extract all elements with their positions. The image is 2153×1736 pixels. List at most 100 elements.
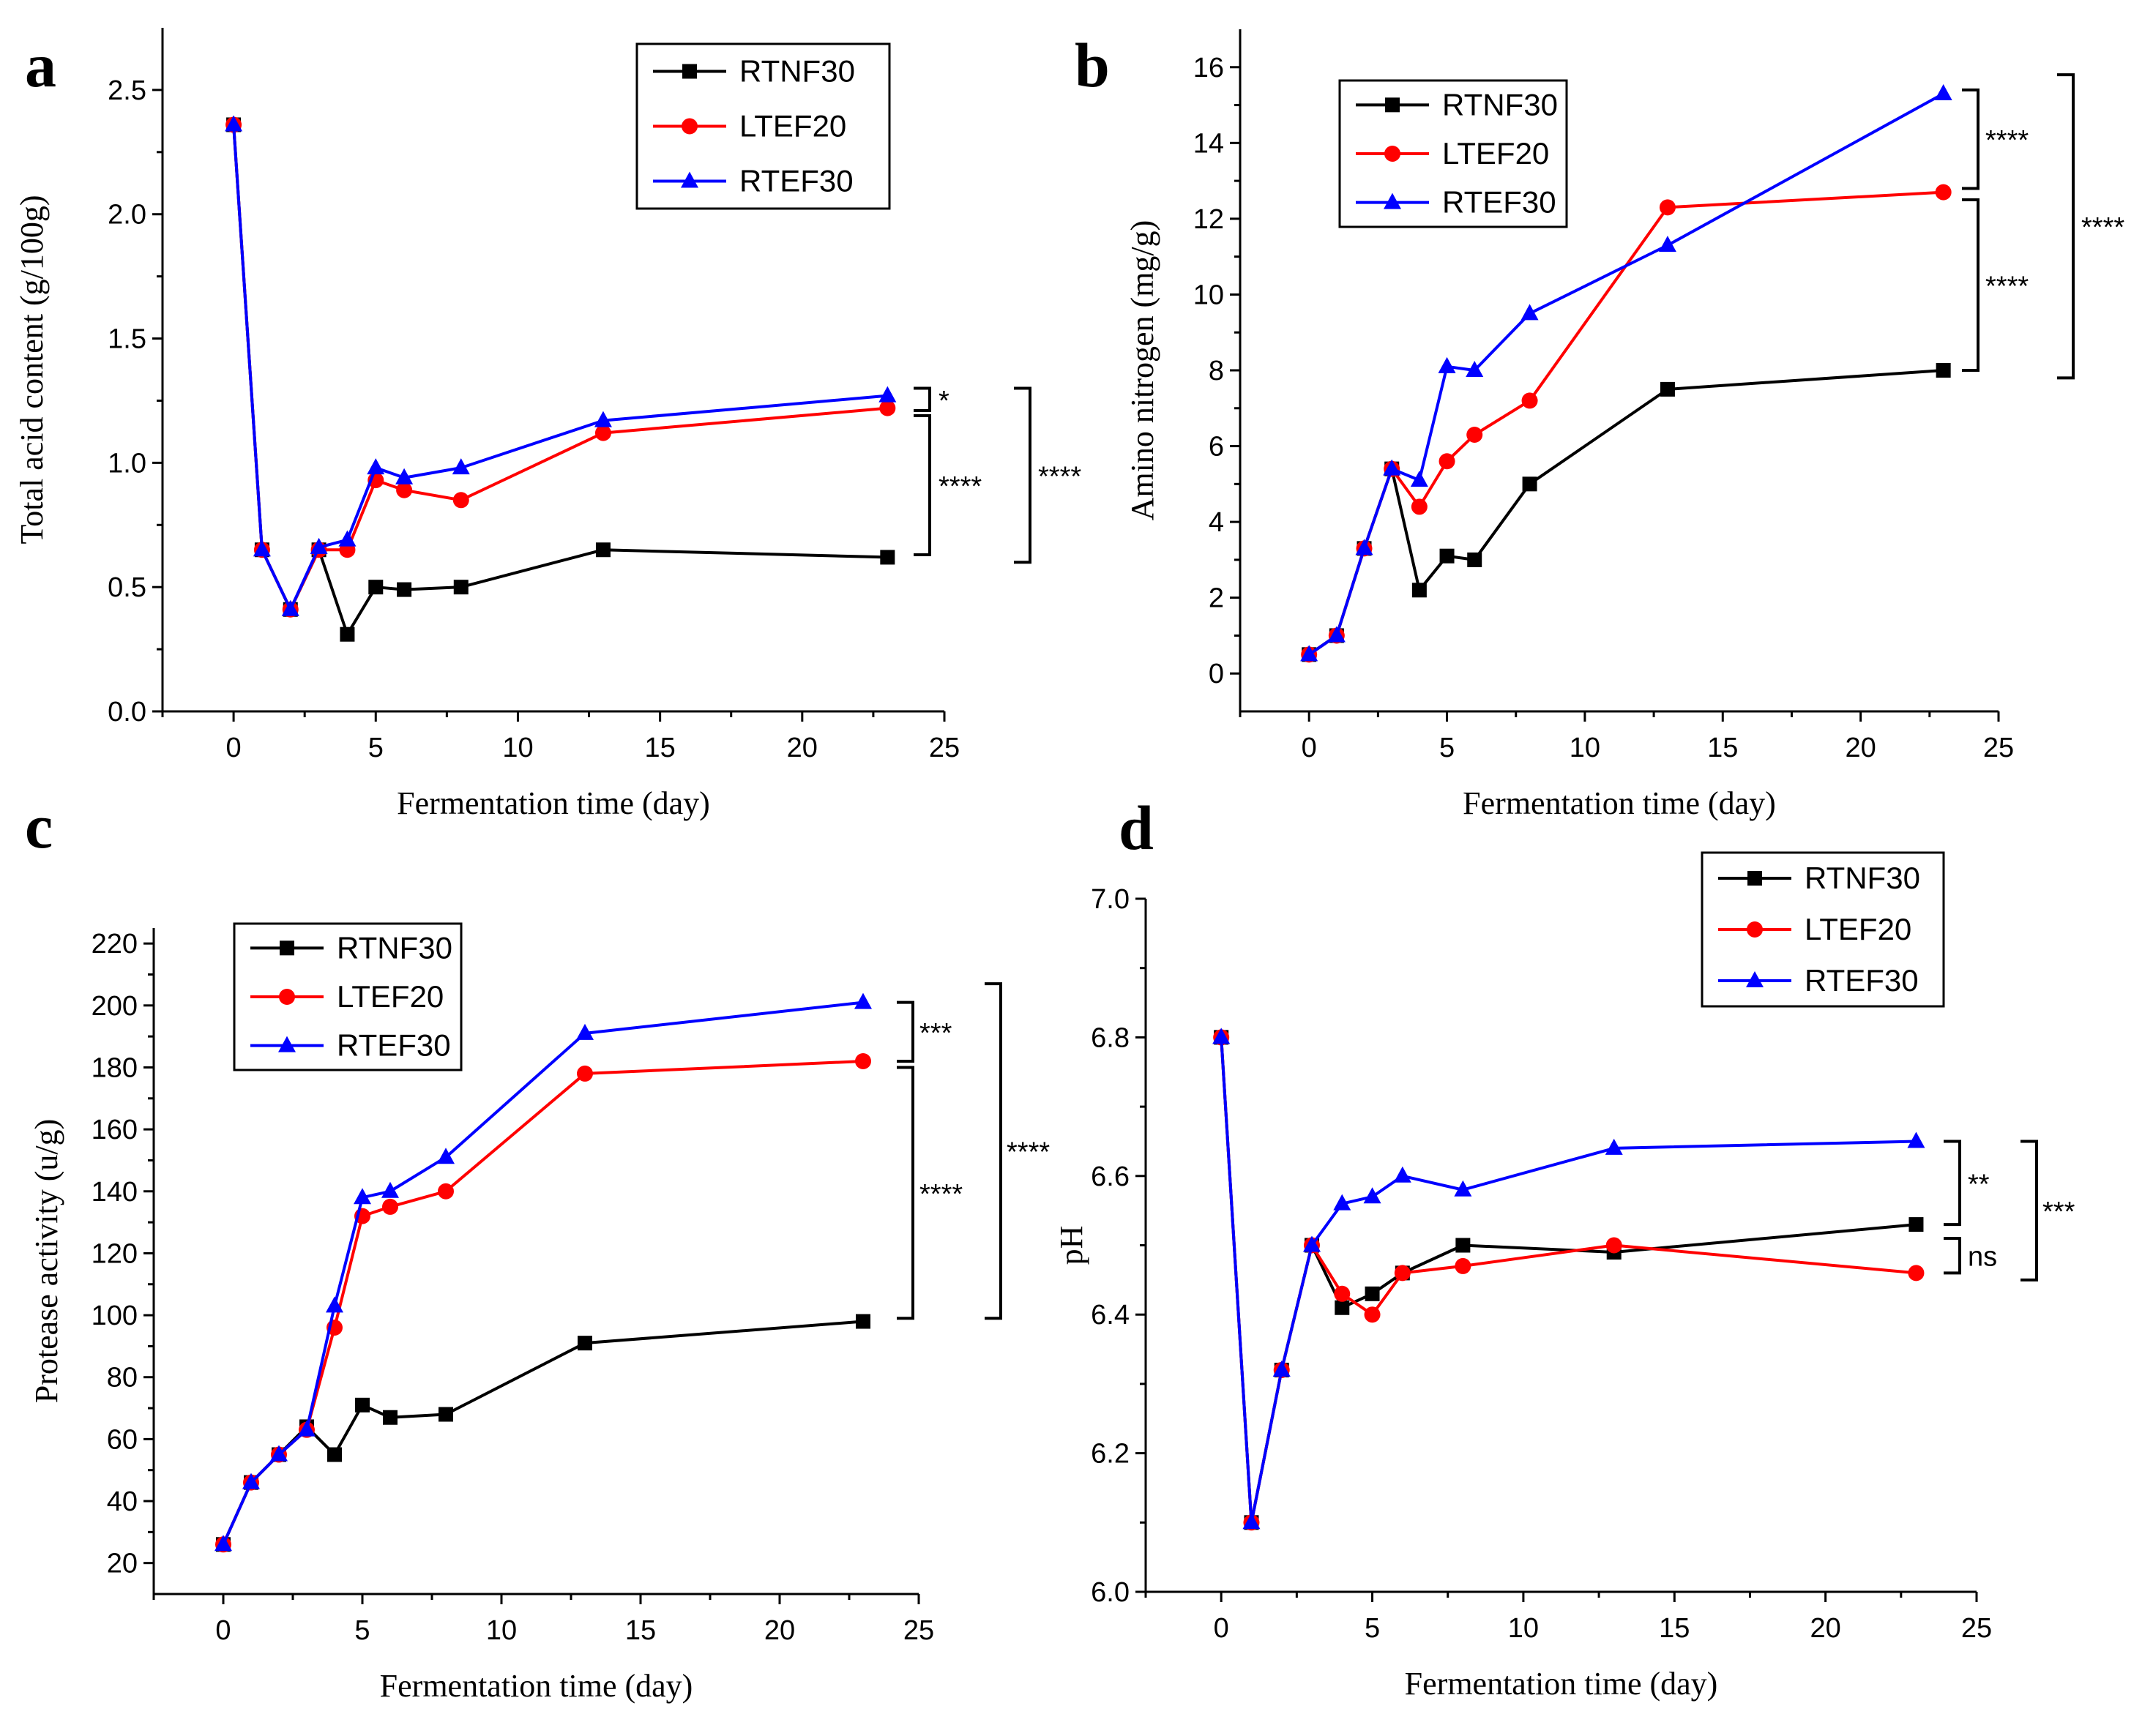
series-line — [1220, 1037, 1917, 1524]
data-point — [355, 1397, 370, 1413]
data-point — [310, 537, 328, 554]
y-tick-label: 100 — [92, 1301, 138, 1331]
data-point — [1411, 583, 1427, 598]
y-tick-label: 6.4 — [1091, 1300, 1130, 1331]
significance-label: **** — [939, 471, 982, 502]
significance-bracket: **** — [985, 982, 1050, 1320]
data-point — [1935, 184, 1952, 201]
data-point — [594, 411, 612, 427]
significance-label: ns — [1968, 1242, 1997, 1273]
legend: RTNF30 LTEF20 RTEF30 — [1338, 79, 1568, 228]
y-axis-title: Total acid content (g/100g) — [14, 195, 50, 544]
panel-letter: c — [25, 791, 53, 861]
data-point — [1658, 236, 1676, 252]
data-point — [1455, 1257, 1471, 1274]
data-point — [1439, 453, 1455, 470]
bracket-line — [1014, 386, 1031, 564]
x-tick-label: 10 — [1508, 1613, 1539, 1644]
x-tick-label: 5 — [354, 1615, 370, 1646]
x-axis-title: Fermentation time (day) — [1463, 785, 1776, 821]
data-point — [1466, 427, 1483, 444]
data-point — [437, 1148, 455, 1164]
y-tick-label: 220 — [92, 929, 138, 959]
data-point — [1300, 645, 1318, 662]
x-tick-label: 15 — [625, 1615, 656, 1646]
x-tick-label: 15 — [1659, 1613, 1690, 1644]
data-point — [1660, 381, 1675, 397]
x-tick-label: 20 — [787, 733, 818, 763]
y-tick-label: 6 — [1209, 432, 1224, 463]
y-tick-label: 1.5 — [108, 324, 146, 355]
data-point — [1364, 1306, 1381, 1323]
data-point — [1936, 363, 1951, 378]
data-point — [438, 1183, 454, 1200]
data-point — [1605, 1138, 1623, 1155]
y-tick-label: 2 — [1209, 583, 1224, 614]
legend: RTNF30 LTEF20 RTEF30 — [635, 42, 891, 210]
data-point — [439, 1407, 453, 1422]
data-point — [880, 550, 895, 565]
y-tick-label: 1.0 — [108, 448, 146, 479]
panel-d: d 6.0 6.2 6.4 6.6 6.8 7.0 0 5 10 15 20 25 Fermentatio… — [1053, 793, 2075, 1702]
x-axis-title: Fermentation time (day) — [1405, 1666, 1718, 1702]
significance-label: **** — [1038, 461, 1081, 492]
data-point — [1522, 476, 1537, 492]
bracket-line — [914, 386, 931, 413]
y-tick-label: 7.0 — [1091, 884, 1130, 915]
data-point — [298, 1420, 316, 1437]
bracket-line — [1962, 198, 1980, 372]
legend: RTNF30 LTEF20 RTEF30 — [1701, 851, 1945, 1008]
series-RTNF30 — [1302, 363, 1951, 662]
series-RTEF30 — [1300, 84, 1952, 662]
data-point — [253, 540, 271, 557]
x-tick-label: 25 — [903, 1615, 934, 1646]
data-point — [225, 115, 243, 132]
y-axis-title: Protease activity (u/g) — [29, 1119, 64, 1404]
legend-marker — [278, 1036, 296, 1052]
legend-marker — [279, 989, 295, 1005]
data-point — [1383, 459, 1401, 476]
data-point — [396, 482, 413, 498]
series-LTEF20 — [215, 1053, 871, 1553]
series-RTEF30 — [225, 115, 897, 616]
series-line — [222, 1320, 864, 1546]
x-tick-label: 25 — [929, 733, 960, 763]
data-point — [855, 1053, 871, 1069]
x-tick-label: 15 — [1707, 733, 1738, 763]
y-tick-label: 40 — [107, 1486, 138, 1517]
series-line — [232, 124, 888, 611]
data-point — [1467, 552, 1482, 567]
data-point — [1365, 1286, 1380, 1301]
data-point — [595, 542, 611, 558]
panel-letter: d — [1119, 793, 1154, 863]
significance-bracket: ns — [1944, 1237, 1997, 1275]
data-point — [242, 1473, 260, 1489]
data-point — [340, 626, 355, 642]
legend-label: LTEF20 — [739, 109, 846, 143]
data-point — [576, 1023, 594, 1040]
significance-bracket: ** — [1944, 1140, 1990, 1227]
data-point — [368, 580, 384, 595]
significance-bracket: *** — [897, 1000, 952, 1063]
legend: RTNF30 LTEF20 RTEF30 — [233, 922, 463, 1071]
significance-label: **** — [1007, 1137, 1050, 1168]
data-point — [1394, 1265, 1411, 1282]
panel-letter: b — [1075, 30, 1110, 100]
y-tick-label: 6.8 — [1091, 1022, 1130, 1053]
data-point — [453, 580, 469, 595]
legend-label: RTEF30 — [739, 164, 854, 198]
data-point — [1363, 1187, 1381, 1204]
data-point — [1439, 548, 1455, 564]
data-point — [281, 599, 299, 616]
data-point — [214, 1535, 232, 1552]
data-point — [326, 1296, 343, 1313]
series-line — [222, 1060, 864, 1546]
data-point — [1605, 1237, 1622, 1254]
x-tick-label: 15 — [644, 733, 675, 763]
data-point — [1212, 1028, 1231, 1044]
y-tick-label: 14 — [1193, 128, 1224, 159]
legend-label: RTEF30 — [337, 1028, 451, 1063]
significance-label: *** — [2042, 1197, 2075, 1227]
data-point — [1327, 626, 1346, 643]
x-tick-label: 10 — [502, 733, 533, 763]
